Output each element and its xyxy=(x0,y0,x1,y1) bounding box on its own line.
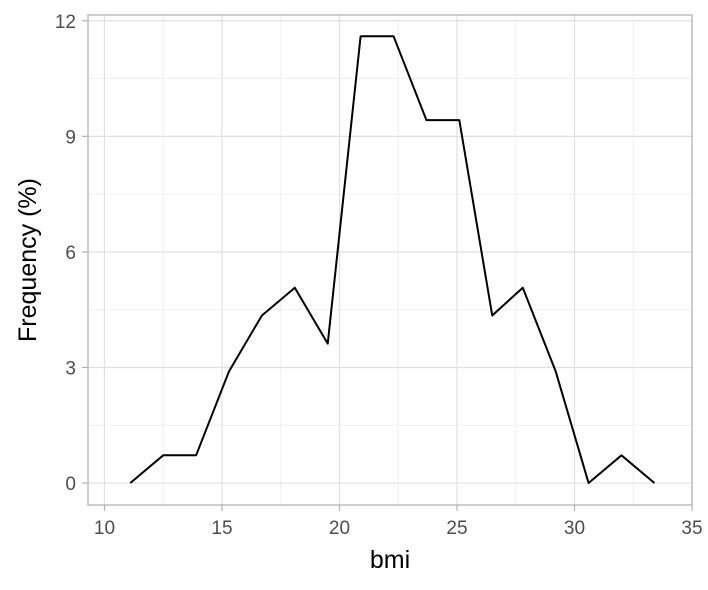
x-tick-label: 10 xyxy=(94,518,115,539)
x-axis-title: bmi xyxy=(370,546,410,574)
series-layer xyxy=(129,35,656,485)
series-line xyxy=(129,35,656,485)
y-tick-label: 3 xyxy=(65,358,76,379)
plot-panel-border xyxy=(87,14,693,506)
y-tick-label: 9 xyxy=(65,127,76,148)
x-tick-label: 25 xyxy=(446,518,467,539)
x-tick-label: 20 xyxy=(329,518,350,539)
y-axis-ticks: 0 3 6 9 12 xyxy=(55,12,88,495)
x-tick-label: 15 xyxy=(211,518,232,539)
y-tick-label: 12 xyxy=(55,12,76,33)
y-axis-title: Frequency (%) xyxy=(14,178,42,342)
major-gridlines xyxy=(88,15,693,505)
x-tick-label: 30 xyxy=(564,518,585,539)
minor-gridlines xyxy=(88,15,692,505)
x-axis-ticks: 10 15 20 25 30 35 xyxy=(94,505,703,539)
x-tick-label: 35 xyxy=(681,518,702,539)
y-tick-label: 6 xyxy=(65,243,76,264)
y-tick-label: 0 xyxy=(65,474,76,495)
